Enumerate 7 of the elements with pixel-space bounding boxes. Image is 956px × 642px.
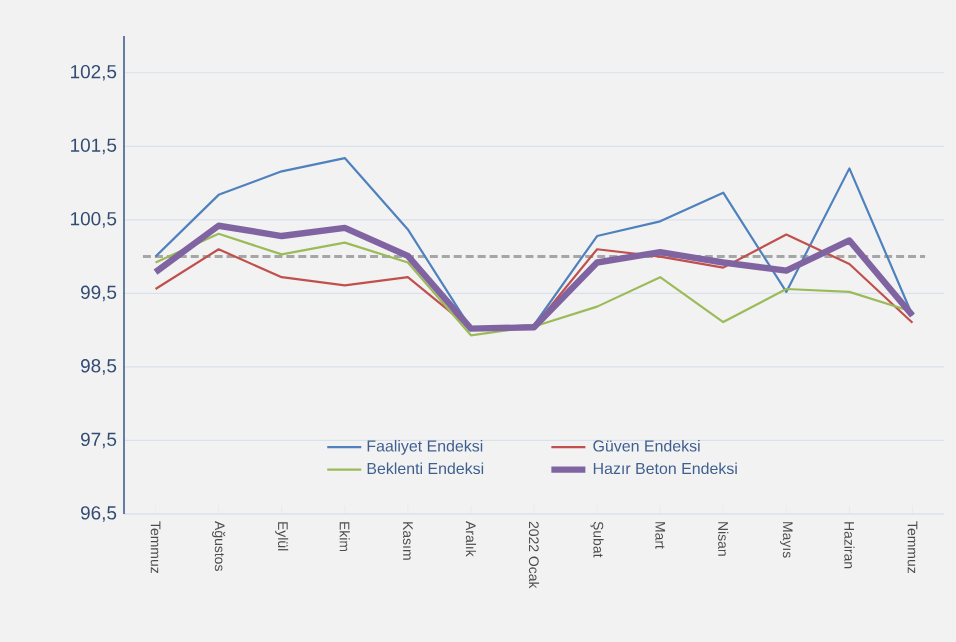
y-tick-label: 99,5 <box>81 285 117 302</box>
y-tick-label: 100,5 <box>71 212 117 228</box>
y-tick-label: 98,5 <box>81 359 117 375</box>
y-tick-label: 102,5 <box>71 64 117 81</box>
y-tick-label: 101,5 <box>71 138 117 155</box>
y-tick-label: 96,5 <box>81 506 117 522</box>
y-tick-label: 97,5 <box>81 432 117 449</box>
